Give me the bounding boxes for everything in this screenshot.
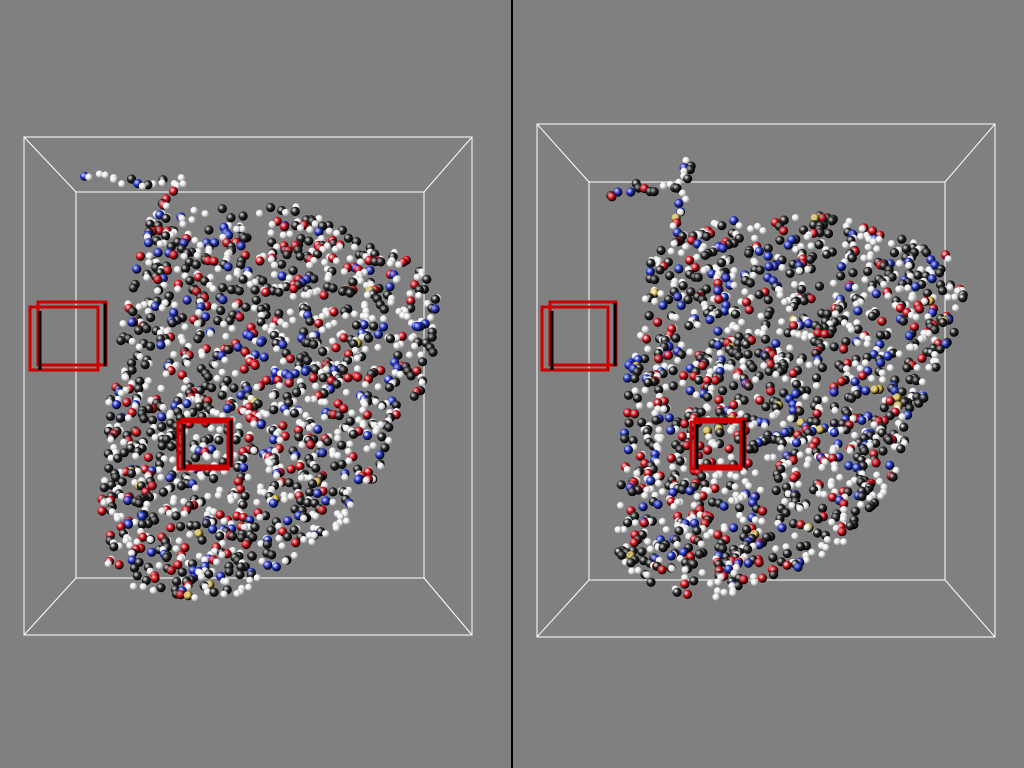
- molecule-atoms: [606, 156, 968, 601]
- bounding-box: [536, 123, 996, 638]
- right-molecule-render: [536, 123, 996, 638]
- pane-divider: [511, 0, 513, 768]
- left-view-pane[interactable]: [0, 0, 511, 768]
- left-molecule-render: [23, 136, 473, 636]
- highlight-box-small[interactable]: [689, 417, 747, 471]
- highlight-box-small[interactable]: [176, 417, 234, 471]
- right-view-pane[interactable]: [513, 0, 1024, 768]
- molecule-atoms: [79, 170, 442, 602]
- highlight-box-large[interactable]: [28, 300, 108, 372]
- highlight-box-large[interactable]: [540, 300, 618, 372]
